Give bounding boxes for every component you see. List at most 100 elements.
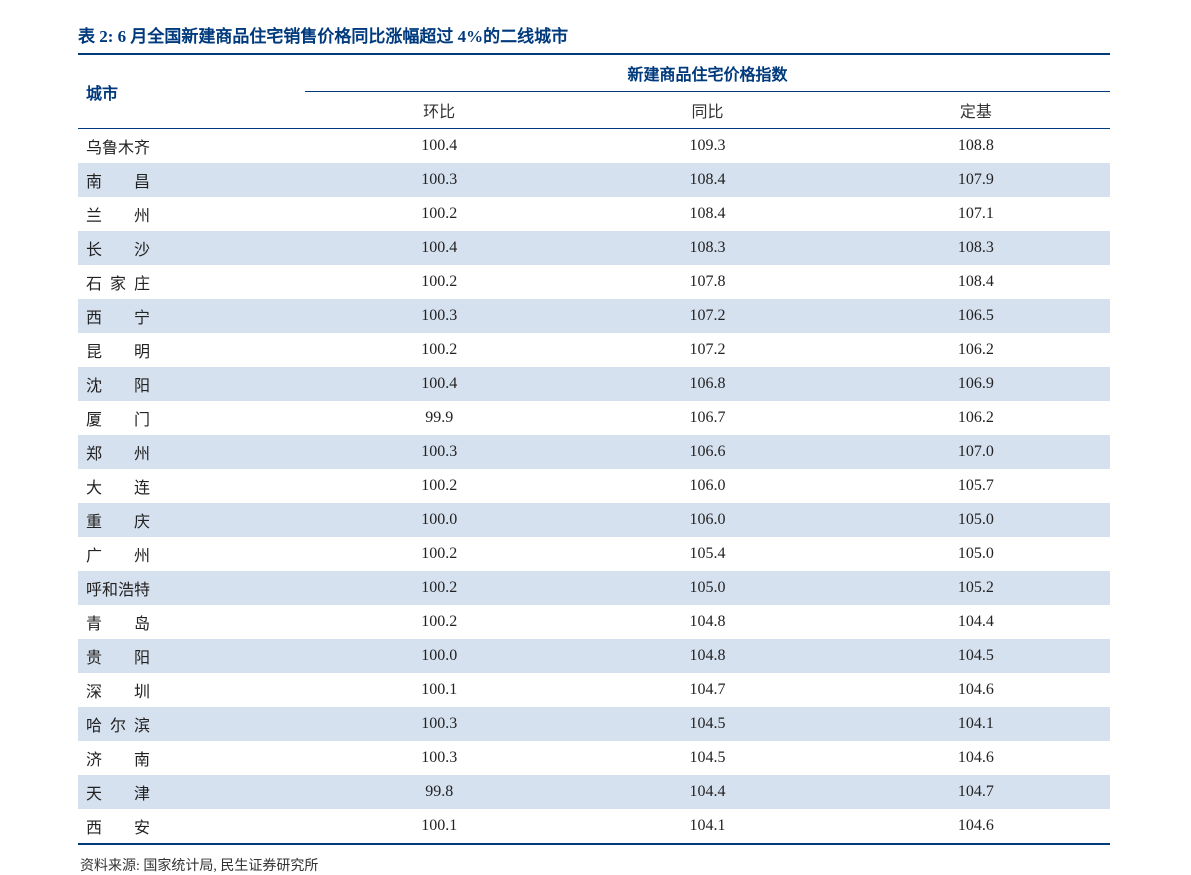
cell-yoy: 106.8 [573, 367, 841, 401]
cell-city: 兰州 [78, 197, 305, 231]
table-row: 兰州100.2108.4107.1 [78, 197, 1110, 231]
cell-base: 104.6 [842, 673, 1110, 707]
cell-mom: 100.1 [305, 673, 573, 707]
cell-mom: 100.2 [305, 605, 573, 639]
cell-city: 南昌 [78, 163, 305, 197]
cell-base: 105.7 [842, 469, 1110, 503]
table-row: 贵阳100.0104.8104.5 [78, 639, 1110, 673]
cell-yoy: 108.3 [573, 231, 841, 265]
table-row: 西宁100.3107.2106.5 [78, 299, 1110, 333]
table-row: 长沙100.4108.3108.3 [78, 231, 1110, 265]
price-index-table: 城市 新建商品住宅价格指数 环比 同比 定基 乌鲁木齐100.4109.3108… [78, 55, 1110, 843]
cell-base: 108.3 [842, 231, 1110, 265]
cell-yoy: 106.0 [573, 503, 841, 537]
cell-mom: 100.3 [305, 299, 573, 333]
cell-city: 天津 [78, 775, 305, 809]
cell-city: 呼和浩特 [78, 571, 305, 605]
table-title: 表 2: 6 月全国新建商品住宅销售价格同比涨幅超过 4%的二线城市 [78, 22, 1110, 55]
table-row: 大连100.2106.0105.7 [78, 469, 1110, 503]
cell-yoy: 109.3 [573, 129, 841, 164]
source-note: 资料来源: 国家统计局, 民生证券研究所 [78, 845, 1110, 875]
cell-city: 广州 [78, 537, 305, 571]
cell-city: 沈阳 [78, 367, 305, 401]
cell-city: 厦门 [78, 401, 305, 435]
cell-yoy: 104.8 [573, 639, 841, 673]
col-group-header: 新建商品住宅价格指数 [305, 55, 1110, 92]
cell-mom: 100.3 [305, 435, 573, 469]
cell-base: 108.4 [842, 265, 1110, 299]
table-row: 哈尔滨100.3104.5104.1 [78, 707, 1110, 741]
cell-city: 昆明 [78, 333, 305, 367]
cell-mom: 100.2 [305, 571, 573, 605]
cell-yoy: 107.2 [573, 333, 841, 367]
cell-yoy: 106.7 [573, 401, 841, 435]
cell-yoy: 104.1 [573, 809, 841, 843]
cell-mom: 100.4 [305, 367, 573, 401]
cell-yoy: 104.5 [573, 741, 841, 775]
cell-mom: 100.1 [305, 809, 573, 843]
cell-mom: 100.2 [305, 197, 573, 231]
cell-base: 105.2 [842, 571, 1110, 605]
cell-mom: 100.2 [305, 469, 573, 503]
cell-base: 105.0 [842, 537, 1110, 571]
cell-mom: 100.4 [305, 231, 573, 265]
cell-city: 济南 [78, 741, 305, 775]
cell-mom: 100.2 [305, 537, 573, 571]
cell-base: 106.2 [842, 401, 1110, 435]
cell-yoy: 107.8 [573, 265, 841, 299]
cell-city: 青岛 [78, 605, 305, 639]
table-row: 天津99.8104.4104.7 [78, 775, 1110, 809]
cell-base: 106.9 [842, 367, 1110, 401]
cell-base: 104.4 [842, 605, 1110, 639]
cell-city: 重庆 [78, 503, 305, 537]
cell-city: 西安 [78, 809, 305, 843]
table-row: 石家庄100.2107.8108.4 [78, 265, 1110, 299]
cell-yoy: 104.5 [573, 707, 841, 741]
cell-yoy: 104.4 [573, 775, 841, 809]
col-header-mom: 环比 [305, 92, 573, 129]
cell-base: 104.1 [842, 707, 1110, 741]
cell-base: 104.6 [842, 809, 1110, 843]
cell-base: 107.1 [842, 197, 1110, 231]
cell-mom: 100.3 [305, 707, 573, 741]
table-row: 呼和浩特100.2105.0105.2 [78, 571, 1110, 605]
cell-yoy: 105.4 [573, 537, 841, 571]
cell-yoy: 107.2 [573, 299, 841, 333]
col-header-yoy: 同比 [573, 92, 841, 129]
cell-city: 哈尔滨 [78, 707, 305, 741]
cell-mom: 100.3 [305, 741, 573, 775]
cell-mom: 100.2 [305, 265, 573, 299]
cell-yoy: 108.4 [573, 197, 841, 231]
cell-city: 深圳 [78, 673, 305, 707]
cell-base: 108.8 [842, 129, 1110, 164]
cell-base: 107.9 [842, 163, 1110, 197]
cell-mom: 100.3 [305, 163, 573, 197]
table-row: 深圳100.1104.7104.6 [78, 673, 1110, 707]
col-header-base: 定基 [842, 92, 1110, 129]
col-header-city: 城市 [78, 55, 305, 129]
table-row: 昆明100.2107.2106.2 [78, 333, 1110, 367]
table-row: 沈阳100.4106.8106.9 [78, 367, 1110, 401]
cell-base: 104.5 [842, 639, 1110, 673]
cell-yoy: 105.0 [573, 571, 841, 605]
table-row: 厦门99.9106.7106.2 [78, 401, 1110, 435]
cell-city: 长沙 [78, 231, 305, 265]
cell-base: 106.5 [842, 299, 1110, 333]
table-row: 郑州100.3106.6107.0 [78, 435, 1110, 469]
cell-city: 石家庄 [78, 265, 305, 299]
table-row: 济南100.3104.5104.6 [78, 741, 1110, 775]
cell-city: 乌鲁木齐 [78, 129, 305, 164]
cell-mom: 99.8 [305, 775, 573, 809]
table-row: 青岛100.2104.8104.4 [78, 605, 1110, 639]
table-row: 重庆100.0106.0105.0 [78, 503, 1110, 537]
cell-city: 郑州 [78, 435, 305, 469]
cell-yoy: 108.4 [573, 163, 841, 197]
cell-base: 106.2 [842, 333, 1110, 367]
table-row: 乌鲁木齐100.4109.3108.8 [78, 129, 1110, 164]
cell-mom: 99.9 [305, 401, 573, 435]
cell-base: 105.0 [842, 503, 1110, 537]
cell-city: 贵阳 [78, 639, 305, 673]
cell-yoy: 104.7 [573, 673, 841, 707]
cell-yoy: 106.6 [573, 435, 841, 469]
table-row: 西安100.1104.1104.6 [78, 809, 1110, 843]
